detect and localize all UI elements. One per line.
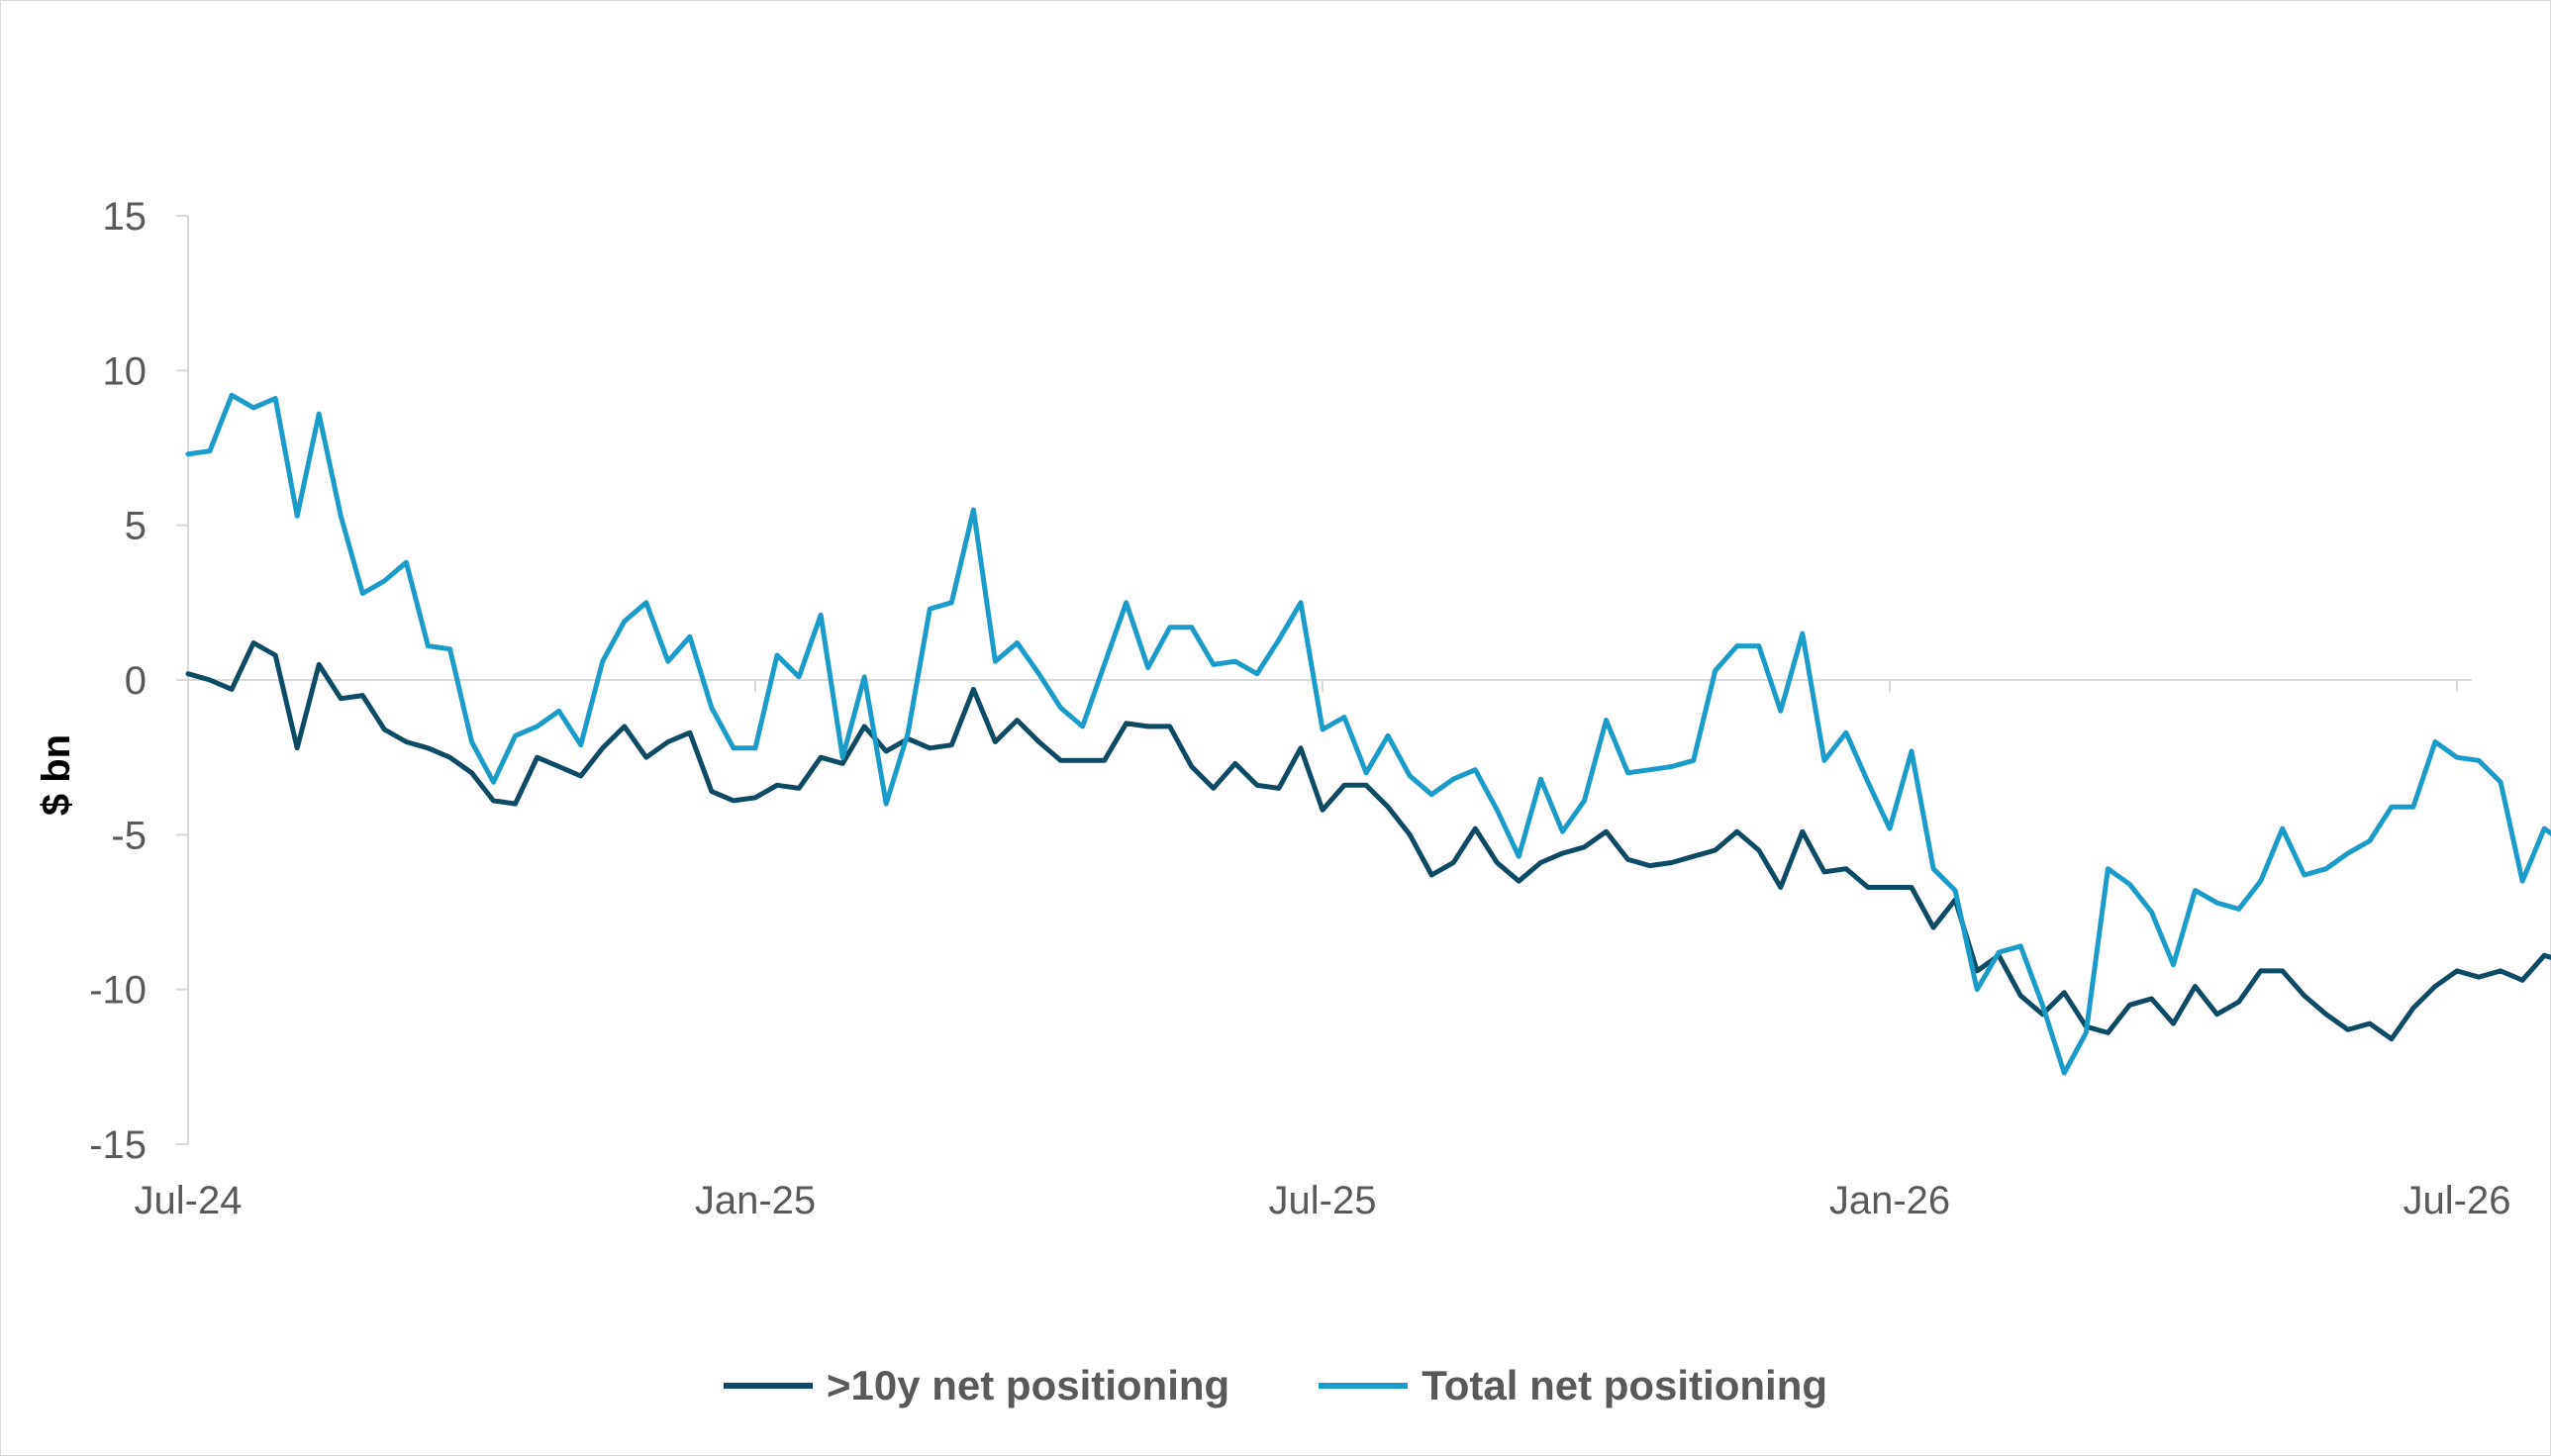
series-line-1 <box>185 640 2551 1042</box>
axes: 15 10 5 0 -5 -10 -15 Jul-24 Jan-25 Jul-25 Jan-26 Ju… <box>89 195 2510 1222</box>
legend-swatch-series-1 <box>723 1383 813 1389</box>
x-tick-label: Jul-25 <box>1269 1179 1377 1222</box>
x-tick-label: Jul-26 <box>2404 1179 2511 1222</box>
series-line-2 <box>185 392 2551 1076</box>
y-tick-label: -10 <box>89 969 147 1013</box>
series-layer <box>185 392 2551 1076</box>
y-axis-title: $ bn <box>35 734 78 816</box>
legend-swatch-series-2 <box>1319 1383 1409 1389</box>
y-tick-label: 0 <box>125 659 147 703</box>
y-tick-label: -5 <box>111 814 147 857</box>
legend-label-series-1: >10y net positioning <box>826 1362 1230 1408</box>
y-tick-label: 15 <box>103 195 147 239</box>
x-tick-label: Jan-26 <box>1829 1179 1950 1222</box>
legend-item-series-2: Total net positioning <box>1319 1362 1827 1409</box>
y-tick-label: -15 <box>89 1123 147 1167</box>
legend-item-series-1: >10y net positioning <box>723 1362 1230 1409</box>
x-tick-label: Jan-25 <box>695 1179 816 1222</box>
y-tick-label: 5 <box>125 505 147 548</box>
legend-label-series-2: Total net positioning <box>1422 1362 1828 1408</box>
legend: >10y net positioning Total net positioni… <box>0 1356 2551 1415</box>
y-tick-label: 10 <box>103 349 147 393</box>
x-tick-label: Jul-24 <box>135 1179 243 1222</box>
